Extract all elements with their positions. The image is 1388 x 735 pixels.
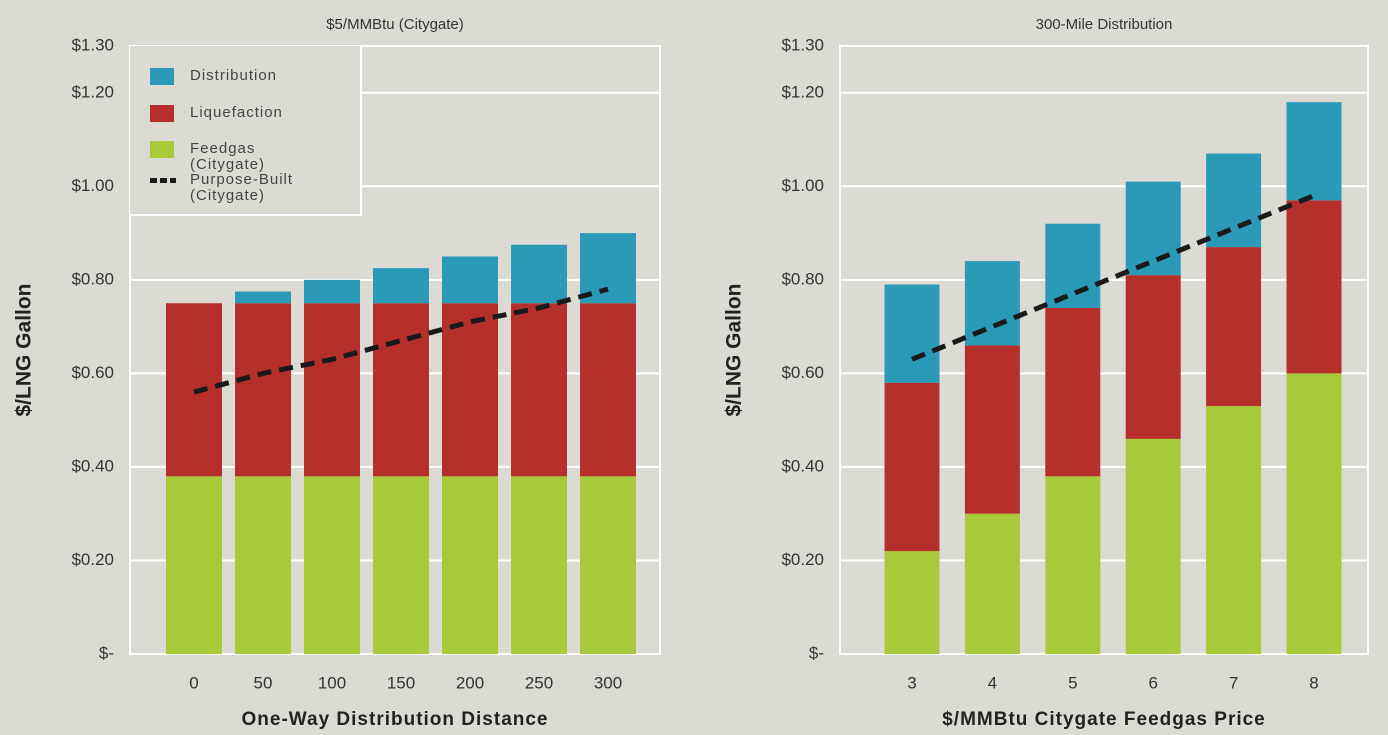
legend-entry: Distribution — [150, 68, 310, 85]
x-tick-label: 250 — [525, 673, 553, 692]
x-tick-label: 300 — [594, 673, 622, 692]
bar-segment — [235, 303, 291, 477]
y-tick-label: $0.80 — [71, 269, 114, 288]
legend-swatch — [150, 105, 174, 122]
y-axis-label: $/LNG Gallon — [13, 283, 36, 416]
y-tick-label: $1.20 — [71, 82, 114, 101]
y-tick-label: $1.20 — [781, 82, 824, 101]
legend-entry: Purpose-Built (Citygate) — [150, 172, 310, 204]
x-tick-label: 7 — [1229, 673, 1238, 692]
bar-segment — [580, 303, 636, 477]
x-tick-label: 3 — [907, 673, 916, 692]
y-axis-label: $/LNG Gallon — [723, 283, 746, 416]
y-tick-label: $1.00 — [781, 176, 824, 195]
bar-segment — [580, 476, 636, 654]
x-tick-label: 0 — [189, 673, 198, 692]
bar-segment — [964, 513, 1020, 654]
bar-segment — [884, 382, 940, 552]
bar-segment — [884, 551, 940, 654]
bar-segment — [964, 345, 1020, 514]
bar-segment — [1125, 275, 1181, 439]
legend-label: Purpose-Built (Citygate) — [190, 171, 294, 204]
bar-segment — [304, 476, 360, 654]
bar-segment — [304, 279, 360, 304]
bar-segment — [442, 256, 498, 304]
bar-segment — [1286, 200, 1342, 374]
y-tick-label: $0.20 — [71, 550, 114, 569]
bar-segment — [442, 476, 498, 654]
legend-swatch — [150, 178, 176, 183]
legend-swatch — [150, 68, 174, 85]
bar-segment — [1286, 102, 1342, 201]
bar-segment — [373, 268, 429, 304]
legend-label: Feedgas (Citygate) — [190, 140, 266, 173]
legend-swatch — [150, 141, 174, 158]
bar-segment — [304, 303, 360, 477]
bar-segment — [1286, 373, 1342, 654]
y-tick-label: $0.40 — [71, 456, 114, 475]
y-tick-label: $- — [809, 643, 824, 662]
legend-entry: Liquefaction — [150, 105, 310, 122]
x-tick-label: 150 — [387, 673, 415, 692]
trend-line — [193, 286, 609, 395]
y-tick-label: $0.20 — [781, 550, 824, 569]
y-tick-label: $1.00 — [71, 176, 114, 195]
bar-segment — [511, 476, 567, 654]
bar-segment — [1045, 307, 1101, 477]
bar-segment — [1206, 247, 1262, 407]
trend-line — [911, 193, 1315, 362]
bar-segment — [1206, 406, 1262, 654]
legend-entry: Feedgas (Citygate) — [150, 141, 310, 173]
bar-segment — [1125, 438, 1181, 654]
x-tick-label: 4 — [988, 673, 997, 692]
bar-segment — [235, 476, 291, 654]
bar-segment — [1045, 223, 1101, 308]
x-tick-label: 50 — [254, 673, 273, 692]
x-tick-label: 200 — [456, 673, 484, 692]
bar-segment — [1045, 476, 1101, 654]
y-tick-label: $0.40 — [781, 456, 824, 475]
bar-segment — [1125, 181, 1181, 276]
bar-segment — [166, 476, 222, 654]
x-tick-label: 8 — [1309, 673, 1318, 692]
y-tick-label: $- — [99, 643, 114, 662]
y-tick-label: $1.30 — [71, 35, 114, 54]
bar-segment — [373, 303, 429, 477]
legend: Distribution Liquefaction Feedgas (Citygat… — [130, 46, 362, 216]
y-tick-label: $0.80 — [781, 269, 824, 288]
chart-title: $5/MMBtu (Citygate) — [326, 16, 464, 33]
x-axis-label: One-Way Distribution Distance — [242, 709, 549, 730]
bar-segment — [511, 303, 567, 477]
bar-segment — [442, 303, 498, 477]
legend-label: Liquefaction — [190, 104, 283, 121]
y-tick-label: $0.60 — [71, 363, 114, 382]
legend-label: Distribution — [190, 67, 278, 84]
x-tick-label: 6 — [1148, 673, 1157, 692]
bar-segment — [1206, 153, 1262, 248]
bar-segment — [373, 476, 429, 654]
x-tick-label: 100 — [318, 673, 346, 692]
chart-title: 300-Mile Distribution — [1036, 16, 1173, 33]
bar-segment — [964, 261, 1020, 346]
y-tick-label: $1.30 — [781, 35, 824, 54]
bar-segment — [235, 291, 291, 304]
bar-segment — [511, 244, 567, 304]
x-tick-label: 5 — [1068, 673, 1077, 692]
x-axis-label: $/MMBtu Citygate Feedgas Price — [942, 709, 1266, 730]
y-tick-label: $0.60 — [781, 363, 824, 382]
bar-segment — [884, 284, 940, 383]
